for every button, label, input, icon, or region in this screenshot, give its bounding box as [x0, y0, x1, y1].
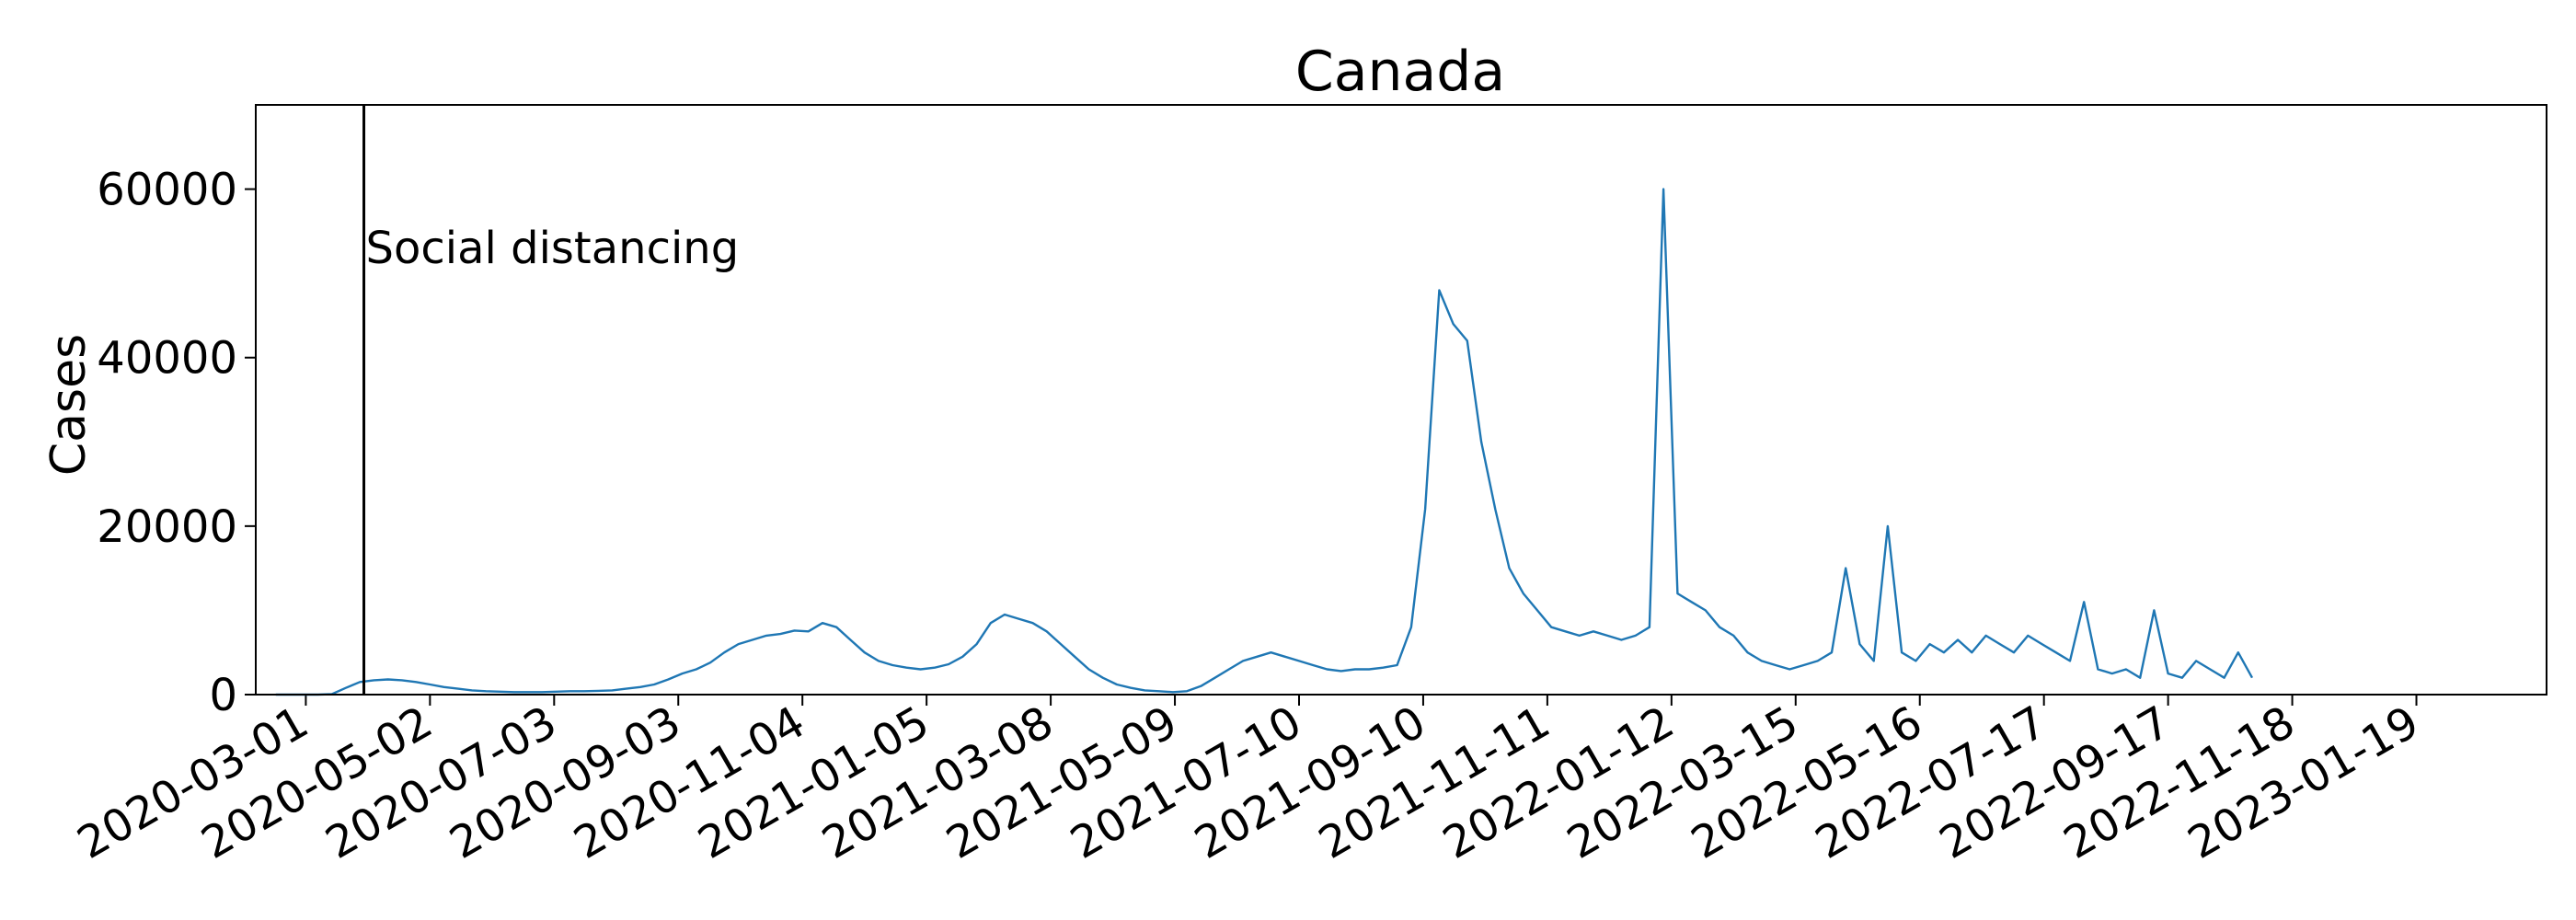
annotation-label: Social distancing	[366, 223, 740, 274]
y-tick-label: 40000	[97, 333, 237, 385]
plot-frame	[255, 104, 2547, 696]
series-line-0	[275, 188, 2254, 696]
plot-area: Social distancing	[275, 105, 2254, 696]
y-axis-label: Cases	[41, 334, 97, 476]
y-axis-ticks: 0 20000 40000 60000	[97, 165, 256, 721]
y-tick-label: 0	[209, 670, 237, 721]
y-tick-label: 20000	[97, 501, 237, 553]
x-axis-ticks: 2020-03-012020-05-022020-07-032020-09-03…	[69, 695, 2428, 869]
chart-title: Canada	[1295, 40, 1505, 104]
y-tick-label: 60000	[97, 165, 237, 216]
